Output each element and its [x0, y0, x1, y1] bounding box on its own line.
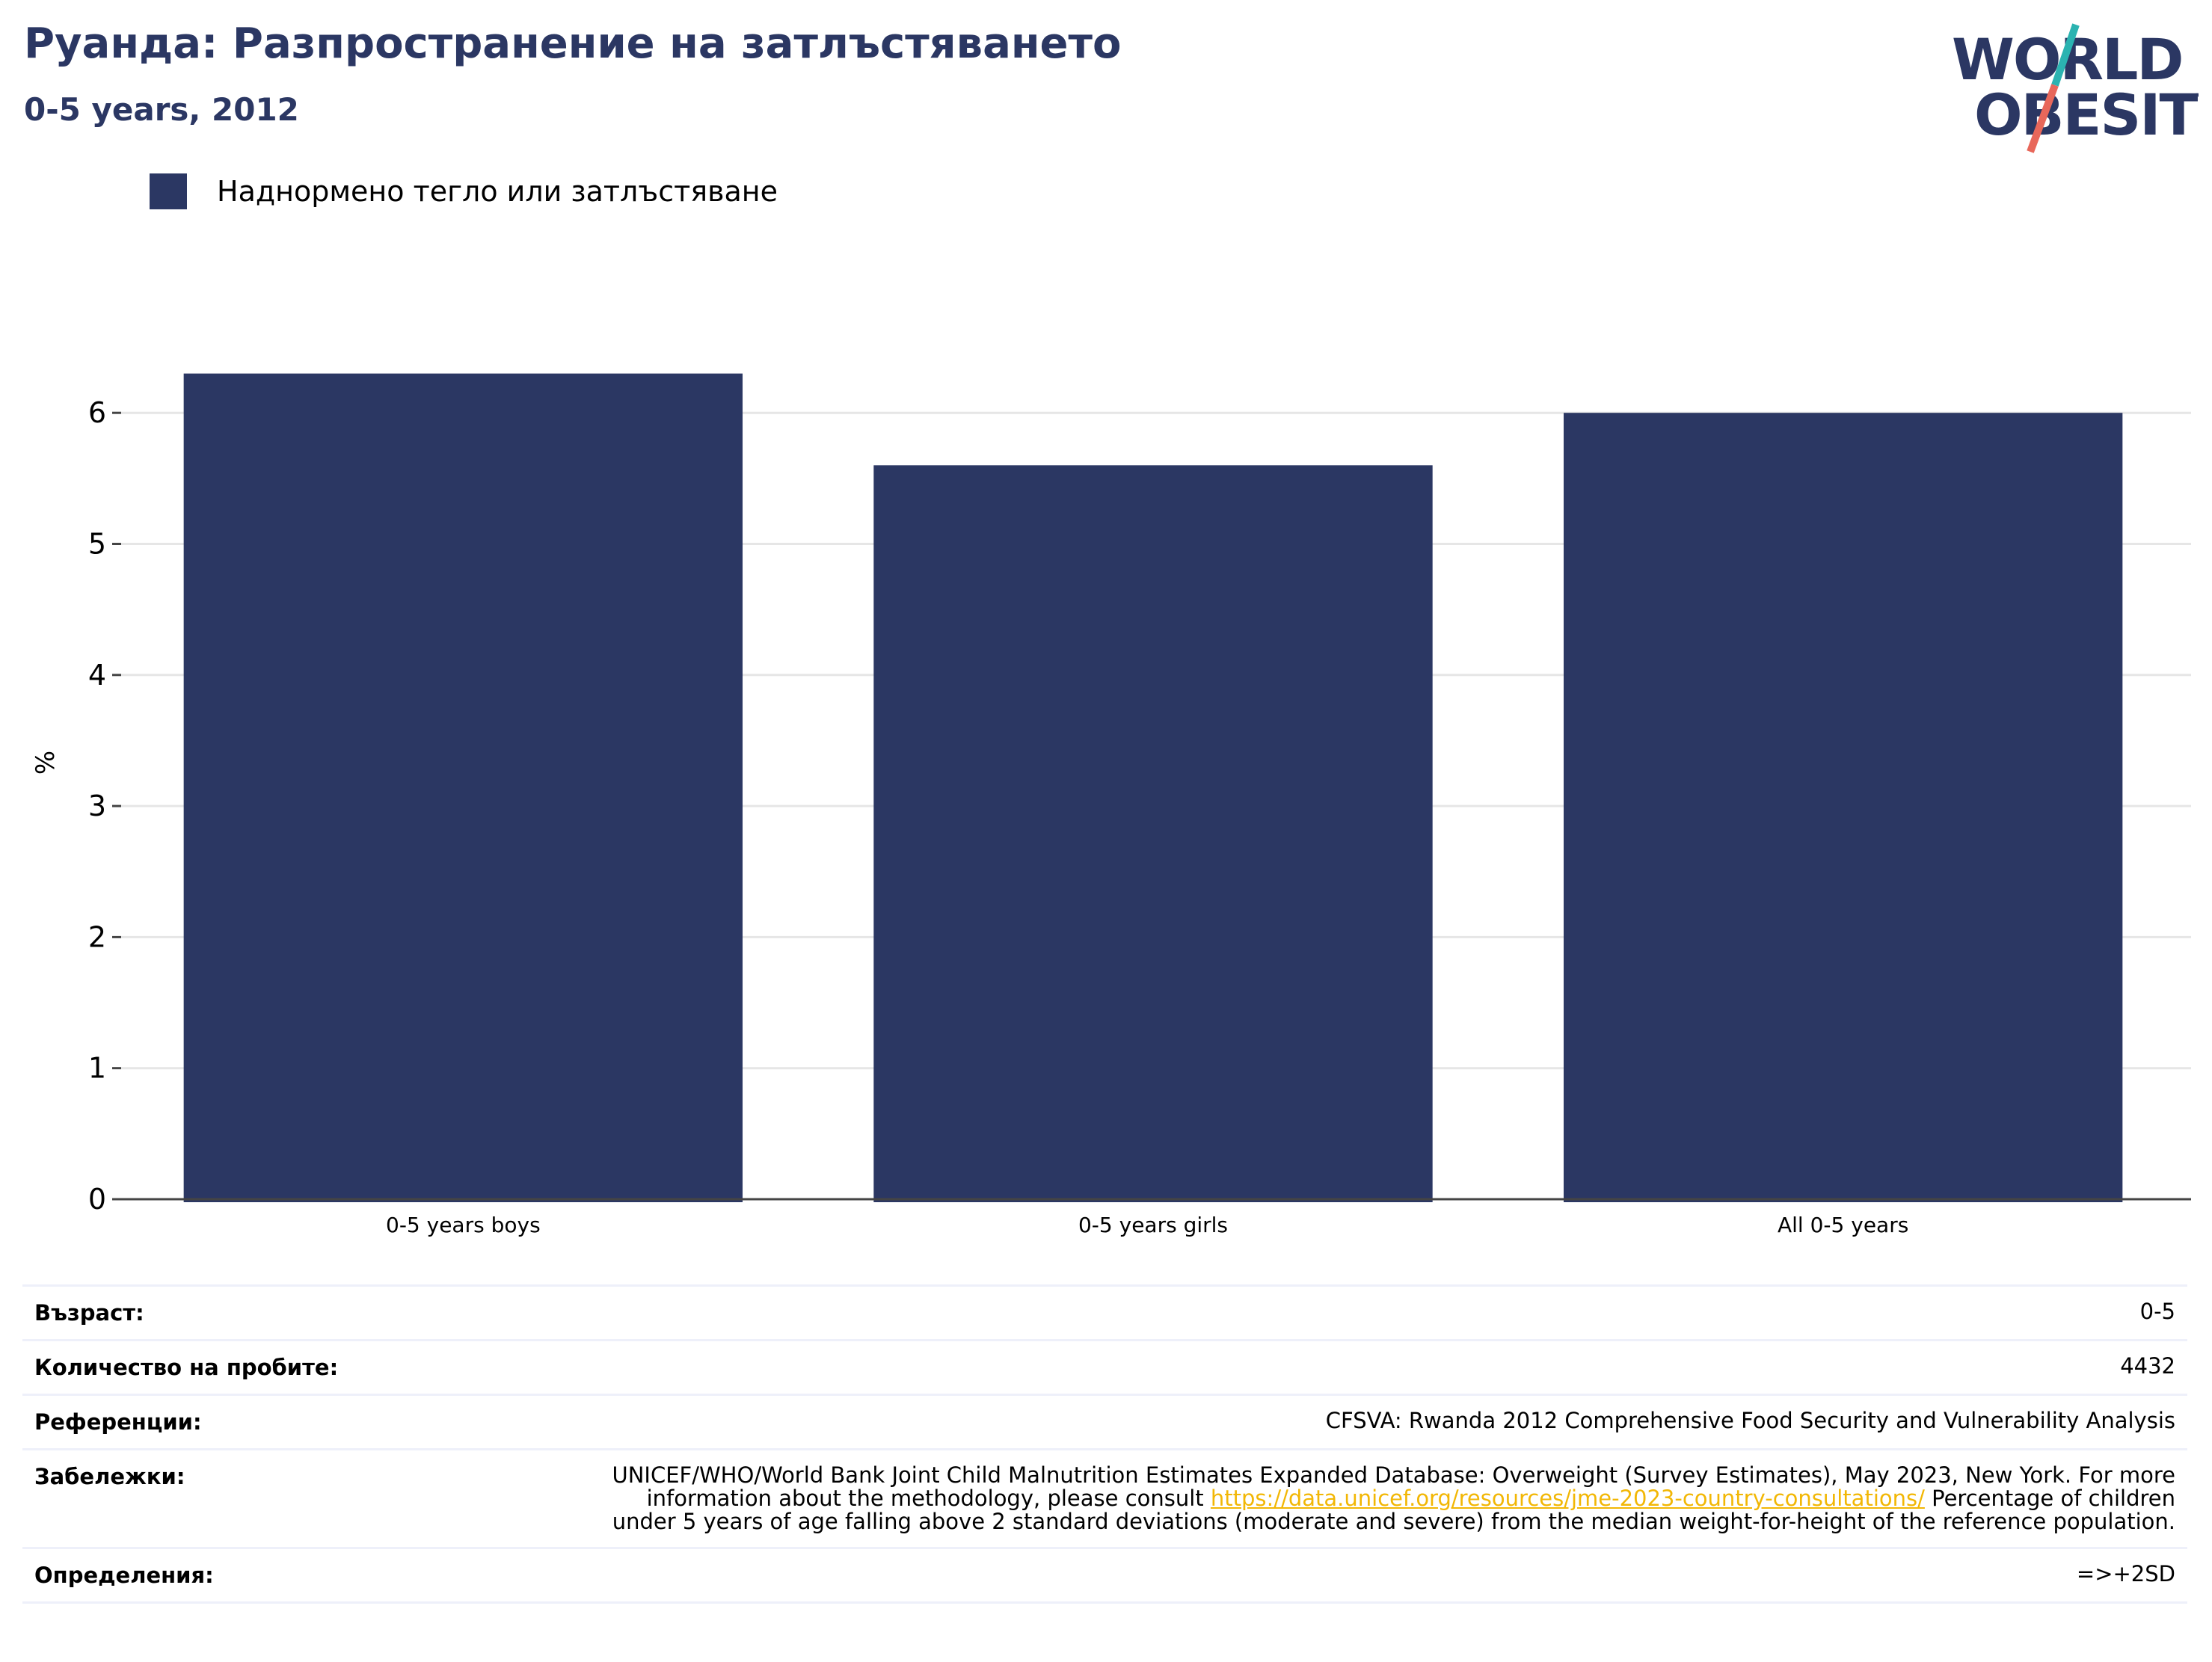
- bar-1: [873, 465, 1433, 1202]
- info-value: 4432: [2120, 1353, 2175, 1379]
- y-tick-label: 5: [88, 528, 106, 561]
- info-key: Определения:: [34, 1563, 214, 1589]
- chart-title: Руанда: Разпространение на затлъстяванет…: [24, 19, 1122, 68]
- x-tick-label: 0-5 years boys: [386, 1213, 541, 1237]
- info-table: Възраст: 0-5 Количество на пробите: 4432…: [22, 1284, 2187, 1604]
- info-value: UNICEF/WHO/World Bank Joint Child Malnut…: [605, 1462, 2175, 1535]
- y-tick-label: 2: [88, 920, 106, 953]
- info-key: Възраст:: [34, 1300, 144, 1326]
- chart-legend: Наднормено тегло или затлъстяване: [150, 173, 778, 209]
- legend-label: Наднормено тегло или затлъстяване: [217, 175, 778, 208]
- info-row-notes: Забележки: UNICEF/WHO/World Bank Joint C…: [22, 1448, 2187, 1547]
- x-tick-labels: 0-5 years boys 0-5 years girls All 0-5 yea…: [386, 1213, 1908, 1237]
- info-row-age: Възраст: 0-5: [22, 1284, 2187, 1339]
- info-value: 0-5: [2139, 1299, 2175, 1324]
- y-tick-labels: 0 1 2 3 4 5 6: [88, 396, 121, 1216]
- methodology-link[interactable]: https://data.unicef.org/resources/jme-20…: [1210, 1486, 1925, 1512]
- logo-slash-bottom: [2027, 84, 2059, 153]
- logo-text-obesity: OBESITY: [1974, 81, 2199, 148]
- chart-subtitle: 0-5 years, 2012: [24, 91, 299, 128]
- y-tick-label: 0: [88, 1183, 106, 1216]
- y-tick-label: 1: [88, 1052, 106, 1085]
- info-key: Референции:: [34, 1409, 202, 1435]
- bars: [183, 373, 2123, 1203]
- x-tick-label: 0-5 years girls: [1078, 1213, 1228, 1237]
- legend-swatch: [150, 173, 187, 209]
- bar-2: [1563, 413, 2123, 1203]
- info-value: =>+2SD: [2076, 1561, 2175, 1587]
- y-tick-label: 6: [88, 396, 106, 429]
- y-tick-label: 4: [88, 659, 106, 692]
- info-value: CFSVA: Rwanda 2012 Comprehensive Food Se…: [1325, 1408, 2175, 1433]
- logo-slash-top: [2051, 23, 2080, 87]
- info-row-definitions: Определения: =>+2SD: [22, 1547, 2187, 1604]
- bar-0: [183, 373, 743, 1202]
- info-key: Количество на пробите:: [34, 1355, 339, 1380]
- info-key: Забележки:: [34, 1464, 185, 1489]
- y-axis-label: %: [31, 751, 61, 775]
- y-tick-label: 3: [88, 790, 106, 822]
- world-obesity-logo: WORLD OBESITY: [1952, 23, 2199, 153]
- bar-chart: 0 1 2 3 4 5 6 0-5 years boys 0-5 years girls All…: [31, 373, 2191, 1237]
- x-tick-label: All 0-5 years: [1778, 1213, 1908, 1237]
- info-row-references: Референции: CFSVA: Rwanda 2012 Comprehen…: [22, 1394, 2187, 1448]
- notes-text-before: UNICEF/WHO/World Bank Joint Child Malnut…: [612, 1462, 2175, 1512]
- info-row-sample-size: Количество на пробите: 4432: [22, 1339, 2187, 1394]
- notes-text-after: Percentage of children under 5 years of …: [612, 1486, 2175, 1535]
